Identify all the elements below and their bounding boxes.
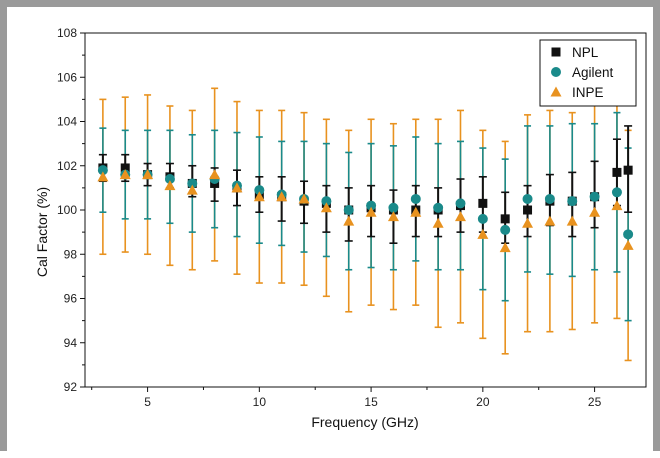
- legend: NPL Agilent INPE: [539, 39, 637, 107]
- marker-inpe: [253, 191, 265, 202]
- y-axis-label: Cal Factor (%): [34, 187, 50, 277]
- marker-agilent: [623, 229, 634, 240]
- y-tick-label: 108: [57, 26, 77, 40]
- y-tick-label: 100: [57, 203, 77, 217]
- marker-inpe: [454, 211, 466, 222]
- y-tick-label: 104: [57, 115, 77, 129]
- data-markers: [97, 163, 634, 253]
- marker-npl: [478, 198, 488, 208]
- legend-label-inpe: INPE: [572, 85, 604, 100]
- marker-npl: [500, 214, 510, 224]
- marker-npl: [120, 163, 130, 173]
- marker-inpe: [142, 169, 154, 180]
- marker-npl: [523, 205, 533, 215]
- x-tick-label: 15: [364, 395, 378, 409]
- marker-inpe: [164, 180, 176, 191]
- marker-agilent: [522, 193, 533, 204]
- marker-agilent: [500, 224, 511, 235]
- marker-inpe: [387, 211, 399, 222]
- marker-inpe: [97, 171, 109, 182]
- marker-inpe: [611, 200, 623, 211]
- x-tick-label: 20: [476, 395, 490, 409]
- marker-inpe: [298, 193, 310, 204]
- marker-agilent: [477, 213, 488, 224]
- marker-inpe: [231, 182, 243, 193]
- marker-inpe: [209, 169, 221, 180]
- axes: 92 94 96 98 100 102 104 106 108 5 10 15 20 25: [57, 26, 602, 409]
- marker-inpe: [622, 239, 634, 250]
- marker-agilent: [187, 178, 198, 189]
- marker-agilent: [97, 165, 108, 176]
- marker-agilent: [410, 193, 421, 204]
- marker-inpe: [343, 215, 355, 226]
- marker-inpe: [589, 206, 601, 217]
- legend-label-npl: NPL: [572, 45, 599, 60]
- marker-agilent: [164, 174, 175, 185]
- y-tick-label: 106: [57, 70, 77, 84]
- x-tick-label: 5: [144, 395, 151, 409]
- y-tick-label: 98: [64, 247, 78, 261]
- y-tick-label: 94: [64, 336, 78, 350]
- marker-inpe: [119, 169, 131, 180]
- y-tick-label: 96: [64, 292, 78, 306]
- marker-agilent: [589, 191, 600, 202]
- marker-agilent: [611, 187, 622, 198]
- marker-agilent: [388, 202, 399, 213]
- marker-agilent: [343, 205, 354, 215]
- marker-inpe: [410, 206, 422, 217]
- marker-agilent: [455, 198, 466, 209]
- marker-agilent: [433, 202, 444, 213]
- marker-inpe: [365, 206, 377, 217]
- marker-inpe: [432, 217, 444, 228]
- legend-label-agilent: Agilent: [572, 65, 614, 80]
- marker-agilent: [544, 193, 555, 204]
- marker-npl: [612, 167, 622, 177]
- marker-inpe: [522, 217, 534, 228]
- marker-inpe: [276, 191, 288, 202]
- marker-inpe: [566, 215, 578, 226]
- marker-agilent: [254, 185, 265, 196]
- legend-marker-npl: [551, 47, 561, 57]
- marker-agilent: [567, 196, 578, 207]
- y-tick-label: 92: [64, 380, 78, 394]
- legend-marker-agilent: [551, 67, 561, 77]
- marker-inpe: [477, 228, 489, 239]
- legend-marker-inpe: [550, 86, 562, 97]
- marker-inpe: [499, 242, 511, 253]
- marker-inpe: [186, 184, 198, 195]
- marker-npl: [623, 165, 633, 175]
- marker-inpe: [544, 215, 556, 226]
- marker-inpe: [320, 202, 332, 213]
- x-axis-label: Frequency (GHz): [311, 414, 418, 430]
- cal-factor-chart: 92 94 96 98 100 102 104 106 108 5 10 15 20 25 NPL Agil…: [34, 26, 647, 430]
- x-tick-label: 10: [253, 395, 267, 409]
- marker-agilent: [321, 196, 332, 207]
- y-tick-label: 102: [57, 159, 77, 173]
- x-tick-label: 25: [588, 395, 602, 409]
- marker-agilent: [366, 200, 377, 211]
